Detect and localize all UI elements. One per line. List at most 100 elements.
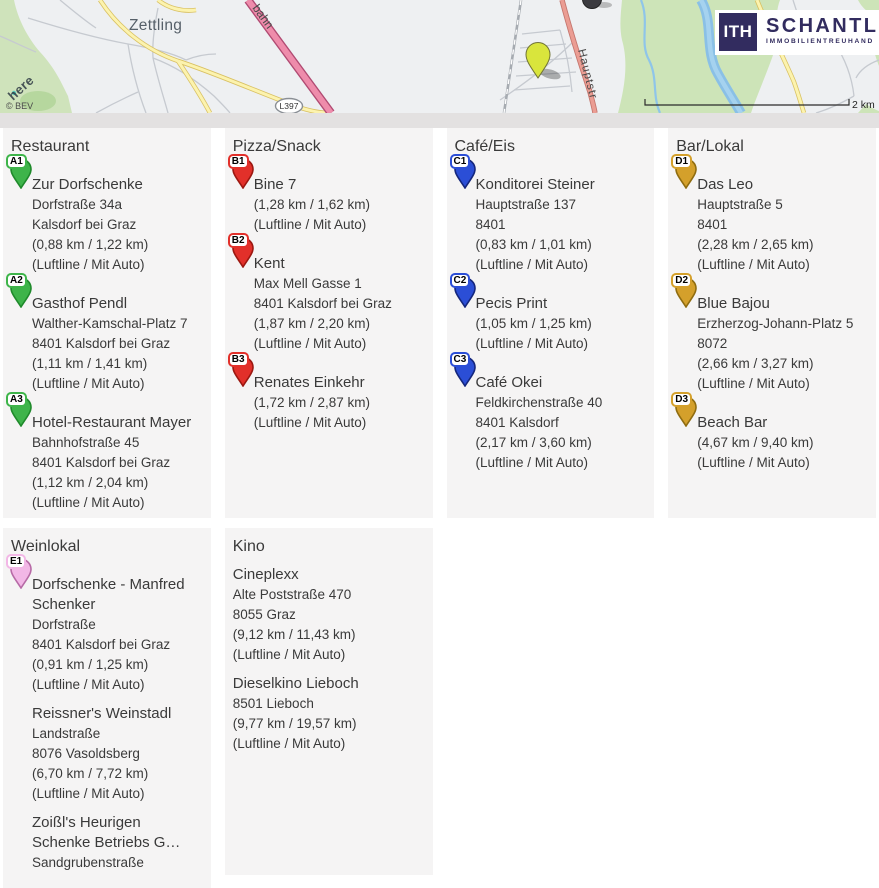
poi-detail-line: 8401 (475, 217, 506, 232)
poi-name: Hotel-Restaurant Mayer (32, 414, 192, 431)
poi-detail-line: (1,11 km / 1,41 km) (32, 356, 148, 371)
poi-detail-line: (Luftline / Mit Auto) (32, 677, 145, 692)
poi-item: D1 Das Leo Hauptstraße 5 8401 (2,28 km / 2,6… (671, 154, 866, 275)
category-title: Bar/Lokal (676, 138, 744, 155)
poi-detail-line: 8401 Kalsdorf bei Graz (253, 296, 392, 311)
svg-text:L397: L397 (280, 101, 299, 111)
poi-detail-line: 8401 Kalsdorf bei Graz (32, 637, 171, 652)
poi-detail-line: Erzherzog-Johann-Platz 5 (697, 316, 854, 331)
poi-item: B2 Kent Max Mell Gasse 1 8401 Kalsdorf bei … (227, 233, 423, 354)
poi-name: Beach Bar (697, 414, 768, 431)
category-panel-kino: Kino Cineplexx Alte Poststraße 470 8055 Gra… (224, 528, 433, 875)
poi-detail-line: (1,28 km / 1,62 km) (253, 197, 371, 212)
poi-detail-line: (Luftline / Mit Auto) (253, 415, 367, 430)
poi-detail-line: (Luftline / Mit Auto) (232, 647, 346, 662)
poi-name: Renates Einkehr (253, 374, 365, 391)
poi-item: C1 Konditorei Steiner Hauptstraße 137 8401 (… (449, 154, 645, 275)
brand-name: SCHANTL (766, 15, 879, 37)
poi-name: Konditorei Steiner (475, 176, 595, 193)
poi-item: B1 Bine 7 (1,28 km / 1,62 km) (Luftline / M… (227, 154, 423, 235)
poi-detail-line: 8401 Kalsdorf bei Graz (32, 455, 171, 470)
poi-detail-line: (Luftline / Mit Auto) (697, 455, 810, 470)
category-title: Kino (232, 538, 265, 555)
poi-name: Cineplexx (232, 566, 299, 583)
map-pin-icon: D1 (671, 154, 700, 189)
poi-detail-line: 8076 Vasoldsberg (32, 746, 140, 761)
map-pin-icon: A1 (6, 154, 35, 189)
poi-item: E1 Dorfschenke - Manfred Schenker Dorfstra… (6, 554, 201, 695)
map-pin-icon: D2 (671, 273, 700, 308)
category-row-1: Restaurant A1 Zur Dorfschenke Dorfstraße 34… (0, 128, 879, 518)
category-panel-pizza-snack: Pizza/Snack B1 Bine 7 (1,28 km / 1,62 km) (L… (224, 128, 433, 518)
poi-detail-line: Bahnhofstraße 45 (32, 435, 140, 450)
road-shield: L397 (274, 97, 304, 113)
poi-detail-line: Dorfstraße 34a (32, 197, 123, 212)
map-pin-icon: A3 (6, 392, 35, 427)
poi-item: C3 Café Okei Feldkirchenstraße 40 8401 Kals… (449, 352, 645, 473)
pin-label: D2 (671, 273, 693, 288)
pin-label: C2 (449, 273, 471, 288)
poi-detail-line: Dorfstraße (32, 617, 96, 632)
poi-item: Cineplexx Alte Poststraße 470 8055 Graz (9,… (233, 565, 423, 665)
poi-detail-line: 8501 Lieboch (232, 696, 314, 711)
map-pin-icon: E1 (6, 554, 35, 589)
poi-item: B3 Renates Einkehr (1,72 km / 2,87 km) (Luf… (227, 352, 423, 433)
category-panel-bar-lokal: Bar/Lokal D1 Das Leo Hauptstraße 5 8401 (2,28… (668, 128, 876, 518)
poi-detail-line: (Luftline / Mit Auto) (32, 786, 145, 801)
poi-detail-line: (0,83 km / 1,01 km) (475, 237, 592, 252)
poi-name: Blue Bajou (697, 295, 770, 312)
pin-label: C1 (449, 154, 471, 169)
poi-detail-line: (1,72 km / 2,87 km) (253, 395, 371, 410)
poi-detail-line: (1,05 km / 1,25 km) (475, 316, 592, 331)
map-pin-icon: D3 (671, 392, 700, 427)
poi-detail-line: (Luftline / Mit Auto) (697, 376, 810, 391)
stream (639, 0, 662, 113)
poi-name: Kent (253, 255, 285, 272)
poi-detail-line: (2,28 km / 2,65 km) (697, 237, 814, 252)
poi-detail-line: (Luftline / Mit Auto) (32, 257, 145, 272)
poi-name: Pecis Print (475, 295, 548, 312)
brand-subtitle: IMMOBILIENTREUHAND (766, 38, 875, 45)
poi-name: Das Leo (697, 176, 754, 193)
poi-detail-line: (9,77 km / 19,57 km) (232, 716, 357, 731)
poi-item: A1 Zur Dorfschenke Dorfstraße 34a Kalsdorf … (6, 154, 201, 275)
map-pin-icon: C1 (449, 154, 479, 189)
poi-name: Reissner's Weinstadl (32, 705, 172, 722)
poi-detail-line: (Luftline / Mit Auto) (475, 455, 589, 470)
poi-name: Gasthof Pendl (32, 295, 128, 312)
brand-logo: ITH SCHANTL IMMOBILIENTREUHAND (715, 10, 879, 55)
poi-detail-line: (6,70 km / 7,72 km) (32, 766, 149, 781)
poi-detail-line: (Luftline / Mit Auto) (253, 336, 367, 351)
map-attribution: © BEV (6, 101, 33, 111)
town-label: Zettling (129, 17, 182, 34)
poi-detail-line: Feldkirchenstraße 40 (475, 395, 603, 410)
map-pin-icon: B3 (227, 352, 257, 387)
poi-detail-line: (0,91 km / 1,25 km) (32, 657, 149, 672)
poi-detail-line: (4,67 km / 9,40 km) (697, 435, 814, 450)
poi-detail-line: (1,12 km / 2,04 km) (32, 475, 149, 490)
poi-item: A3 Hotel-Restaurant Mayer Bahnhofstraße 45… (6, 392, 201, 513)
poi-item: D2 Blue Bajou Erzherzog-Johann-Platz 5 8072… (671, 273, 866, 394)
map[interactable]: L397 Zettling bahn Hauptstr here © BEV 2… (0, 0, 879, 113)
poi-detail-line: (Luftline / Mit Auto) (697, 257, 810, 272)
poi-detail-line: 8401 Kalsdorf (475, 415, 559, 430)
map-pin-icon: B2 (227, 233, 257, 268)
category-title: Café/Eis (454, 138, 515, 155)
pin-label: E1 (6, 554, 27, 569)
poi-name: Dieselkino Lieboch (232, 675, 359, 692)
property-marker-icon[interactable] (525, 42, 562, 82)
pin-label: D3 (671, 392, 693, 407)
poi-name: Zoißl's Heurigen Schenke Betriebs G… (32, 814, 181, 851)
poi-detail-line: Max Mell Gasse 1 (253, 276, 362, 291)
poi-detail-line: (Luftline / Mit Auto) (32, 495, 145, 510)
poi-detail-line: (Luftline / Mit Auto) (475, 336, 589, 351)
poi-item: A2 Gasthof Pendl Walther-Kamschal-Platz 7 8… (6, 273, 201, 394)
poi-item: C2 Pecis Print (1,05 km / 1,25 km) (Luftlin… (449, 273, 645, 354)
poi-detail-line: (Luftline / Mit Auto) (475, 257, 589, 272)
poi-name: Café Okei (475, 374, 543, 391)
poi-detail-line: (2,17 km / 3,60 km) (475, 435, 592, 450)
poi-detail-line: (9,12 km / 11,43 km) (232, 627, 356, 642)
pin-label: B2 (227, 233, 249, 248)
poi-name: Dorfschenke - Manfred Schenker (32, 576, 185, 613)
